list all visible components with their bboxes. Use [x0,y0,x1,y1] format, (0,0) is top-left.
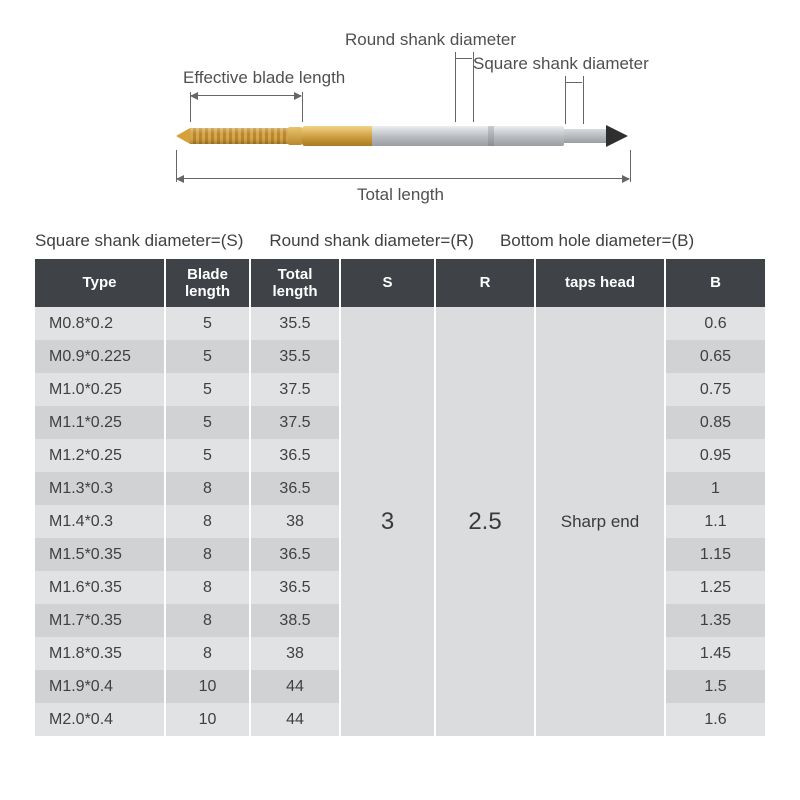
col-type: Type [35,259,165,307]
legend-s: Square shank diameter=(S) [35,231,243,251]
cell-blade: 5 [165,340,250,373]
cell-type: M1.8*0.35 [35,637,165,670]
legend-b: Bottom hole diameter=(B) [500,231,694,251]
cell-total: 35.5 [250,307,340,340]
tick [455,52,456,122]
cell-b: 1.1 [665,505,765,538]
cell-b: 1 [665,472,765,505]
drill-bit [190,126,630,146]
cell-type: M1.4*0.3 [35,505,165,538]
cell-blade: 5 [165,439,250,472]
cell-total: 36.5 [250,571,340,604]
cell-s-merged: 3 [340,307,435,736]
tick [565,76,566,124]
cell-type: M1.2*0.25 [35,439,165,472]
cell-type: M2.0*0.4 [35,703,165,736]
cell-b: 1.15 [665,538,765,571]
label-total-length: Total length [357,185,444,205]
cell-total: 38 [250,637,340,670]
diagram: Round shank diameter Square shank diamet… [35,30,765,225]
cell-type: M1.5*0.35 [35,538,165,571]
dim-square-shank [566,82,582,83]
table-header-row: Type Blade length Total length S R taps … [35,259,765,307]
cell-b: 1.35 [665,604,765,637]
cell-b: 1.25 [665,571,765,604]
cell-blade: 8 [165,604,250,637]
cell-blade: 8 [165,538,250,571]
cell-type: M1.1*0.25 [35,406,165,439]
label-round-shank: Round shank diameter [345,30,516,50]
cell-type: M0.9*0.225 [35,340,165,373]
table-row: M0.8*0.2535.532.5Sharp end0.6 [35,307,765,340]
cell-head-merged: Sharp end [535,307,665,736]
cell-b: 0.65 [665,340,765,373]
cell-blade: 8 [165,472,250,505]
cell-blade: 8 [165,571,250,604]
cell-total: 35.5 [250,340,340,373]
cell-b: 0.75 [665,373,765,406]
cell-blade: 10 [165,670,250,703]
cell-blade: 5 [165,406,250,439]
col-r: R [435,259,535,307]
tick [583,76,584,124]
cell-b: 0.6 [665,307,765,340]
cell-type: M1.3*0.3 [35,472,165,505]
cell-b: 1.5 [665,670,765,703]
cell-blade: 5 [165,373,250,406]
dim-total-length [177,178,629,179]
dim-effective-blade [191,95,301,96]
cell-total: 38.5 [250,604,340,637]
cell-type: M1.0*0.25 [35,373,165,406]
cell-total: 44 [250,670,340,703]
spec-table: Type Blade length Total length S R taps … [35,259,765,736]
cell-blade: 8 [165,505,250,538]
cell-type: M0.8*0.2 [35,307,165,340]
cell-total: 37.5 [250,373,340,406]
cell-total: 36.5 [250,538,340,571]
col-head: taps head [535,259,665,307]
cell-type: M1.9*0.4 [35,670,165,703]
dim-round-shank [456,58,472,59]
col-b: B [665,259,765,307]
cell-total: 36.5 [250,439,340,472]
cell-b: 1.45 [665,637,765,670]
cell-r-merged: 2.5 [435,307,535,736]
cell-total: 36.5 [250,472,340,505]
cell-b: 0.95 [665,439,765,472]
legend-r: Round shank diameter=(R) [269,231,474,251]
cell-blade: 10 [165,703,250,736]
label-effective-blade: Effective blade length [183,68,345,88]
cell-b: 0.85 [665,406,765,439]
tick [302,92,303,122]
cell-blade: 5 [165,307,250,340]
cell-total: 37.5 [250,406,340,439]
cell-type: M1.7*0.35 [35,604,165,637]
col-total: Total length [250,259,340,307]
cell-b: 1.6 [665,703,765,736]
cell-type: M1.6*0.35 [35,571,165,604]
cell-total: 44 [250,703,340,736]
col-blade: Blade length [165,259,250,307]
legend-row: Square shank diameter=(S) Round shank di… [35,231,765,251]
col-s: S [340,259,435,307]
label-square-shank: Square shank diameter [473,54,649,74]
tick [630,150,631,182]
cell-blade: 8 [165,637,250,670]
cell-total: 38 [250,505,340,538]
tick [473,52,474,122]
